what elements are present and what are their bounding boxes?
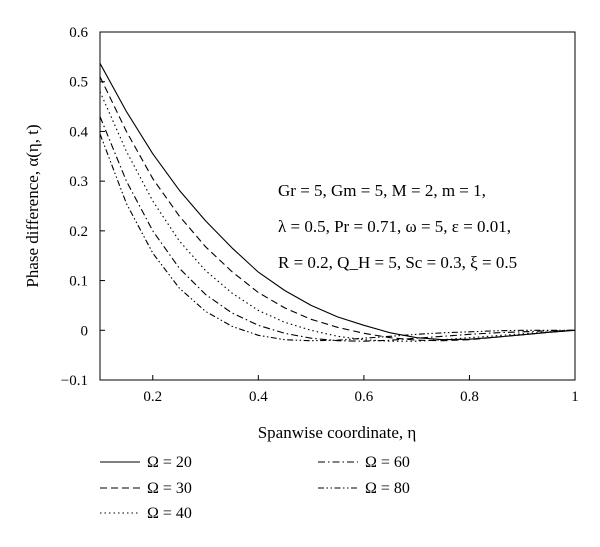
legend-label-5: Ω = 80 — [365, 480, 410, 497]
y-tick-label: 0.1 — [69, 274, 88, 290]
series-group — [99, 63, 576, 342]
x-tick-label: 0.8 — [460, 389, 479, 405]
y-axis-label: Phase difference, α(η, t) — [23, 124, 42, 287]
series-line-1 — [99, 63, 576, 341]
series-line-3 — [99, 91, 576, 342]
legend: Ω = 20 Ω = 30 Ω = 40 Ω = 60 Ω = 80 — [100, 454, 410, 522]
y-tick-label: 0.4 — [69, 124, 88, 140]
parameter-annotation: Gr = 5, Gm = 5, M = 2, m = 1, λ = 0.5, P… — [278, 181, 517, 272]
y-tick-label: −0.1 — [61, 373, 88, 389]
y-tick-label: 0.2 — [69, 224, 88, 240]
legend-label-2: Ω = 30 — [147, 480, 192, 497]
x-axis-label: Spanwise coordinate, η — [258, 423, 417, 442]
y-tick-label: 0.5 — [69, 75, 88, 91]
legend-label-4: Ω = 60 — [365, 454, 410, 471]
tick-group: 0.2 0.4 0.6 0.8 1 −0.1 0 0.1 0.2 0.3 0.4 0.5 0.6 — [61, 25, 579, 405]
x-tick-label: 0.2 — [143, 389, 162, 405]
x-tick-label: 0.4 — [249, 389, 268, 405]
y-tick-label: 0.3 — [69, 174, 88, 190]
y-tick-label: 0.6 — [69, 25, 88, 41]
x-tick-label: 1 — [571, 389, 579, 405]
legend-label-3: Ω = 40 — [147, 505, 192, 522]
annotation-line-1: Gr = 5, Gm = 5, M = 2, m = 1, — [278, 181, 486, 200]
x-tick-label: 0.6 — [355, 389, 374, 405]
series-line-2 — [99, 76, 576, 342]
series-line-5 — [99, 133, 575, 342]
y-tick-label: 0 — [81, 323, 89, 339]
annotation-line-2: λ = 0.5, Pr = 0.71, ω = 5, ε = 0.01, — [278, 217, 511, 236]
plot-frame — [99, 31, 576, 381]
annotation-line-3: R = 0.2, Q_H = 5, Sc = 0.3, ξ = 0.5 — [278, 253, 517, 272]
legend-label-1: Ω = 20 — [147, 454, 192, 471]
